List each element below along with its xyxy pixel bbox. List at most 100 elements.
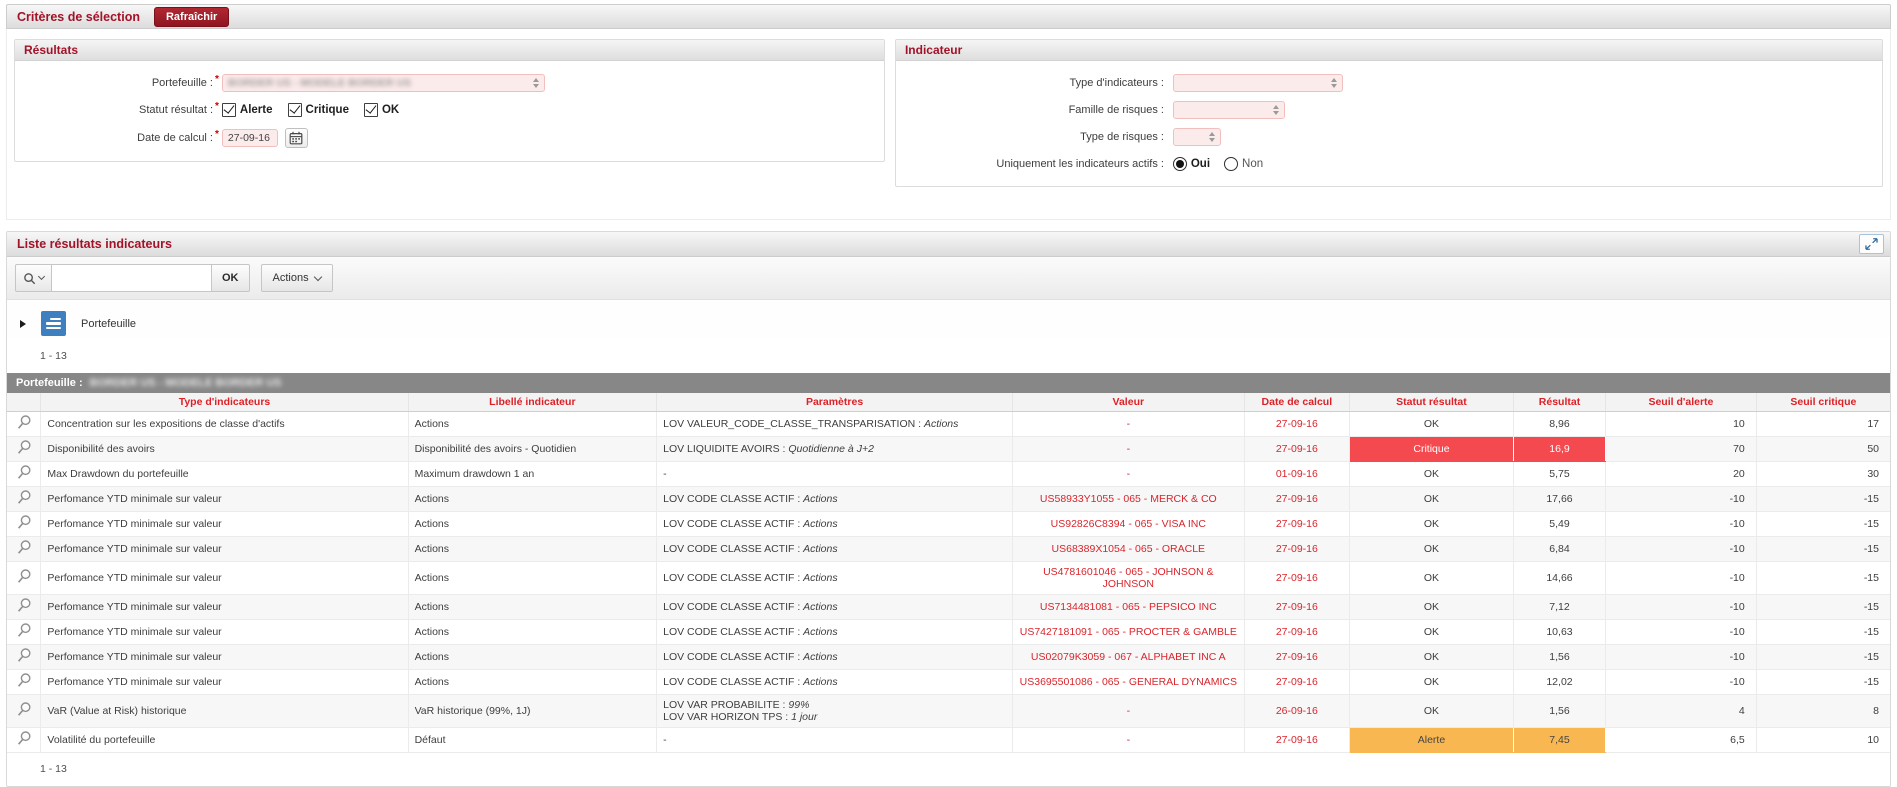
row-search-icon[interactable]	[16, 465, 32, 484]
search-input[interactable]	[52, 264, 212, 292]
cell-indicator-label: Actions	[408, 619, 658, 645]
cell-value: US02079K3059 - 067 - ALPHABET INC A	[1012, 644, 1245, 670]
active-radio-label: Non	[1242, 158, 1264, 170]
refresh-button[interactable]: Rafraîchir	[153, 6, 230, 27]
column-header: Seuil d'alerte	[1605, 393, 1757, 412]
cell-result: 1,56	[1513, 644, 1607, 670]
expand-node-arrow-icon[interactable]	[20, 319, 26, 328]
cell-result: 7,12	[1513, 594, 1607, 620]
row-search-icon[interactable]	[16, 540, 32, 559]
table-row: Perfomance YTD minimale sur valeur Action…	[7, 486, 1890, 512]
row-search-icon[interactable]	[16, 515, 32, 534]
results-list-region: Liste résultats indicateurs OK Actions	[6, 231, 1891, 787]
row-search-icon[interactable]	[16, 415, 32, 434]
table-body: Concentration sur les expositions de cla…	[7, 411, 1890, 753]
control-break-icon[interactable]	[41, 311, 66, 336]
row-search-icon[interactable]	[16, 569, 32, 588]
cell-critical-threshold: -15	[1756, 594, 1890, 620]
cell-calc-date: 27-09-16	[1244, 486, 1351, 512]
chevron-down-icon	[313, 272, 322, 281]
calc-date-label: Date de calcul :	[137, 132, 213, 144]
cell-indicator-label: Actions	[408, 511, 658, 537]
parameter-line: LOV CODE CLASSE ACTIF : Actions	[663, 493, 838, 505]
cell-indicator-type: Disponibilité des avoirs	[40, 436, 409, 462]
risk-type-select[interactable]	[1172, 128, 1221, 146]
table-row: Perfomance YTD minimale sur valeur Action…	[7, 644, 1890, 670]
row-search-icon[interactable]	[16, 623, 32, 642]
row-detail-cell	[7, 644, 42, 670]
cell-value: -	[1012, 436, 1245, 462]
row-detail-cell	[7, 486, 42, 512]
actions-menu-button[interactable]: Actions	[260, 264, 333, 292]
row-search-icon[interactable]	[16, 702, 32, 721]
cell-critical-threshold: -15	[1756, 561, 1890, 595]
cell-parameters: LOV CODE CLASSE ACTIF : Actions	[656, 644, 1014, 670]
indicator-type-select[interactable]	[1172, 74, 1343, 92]
cell-value: US4781601046 - 065 - JOHNSON & JOHNSON	[1012, 561, 1245, 595]
table-row: Perfomance YTD minimale sur valeur Action…	[7, 619, 1890, 645]
risk-family-label: Famille de risques :	[1068, 104, 1164, 116]
maximize-region-button[interactable]	[1859, 234, 1884, 254]
cell-value: US7134481081 - 065 - PEPSICO INC	[1012, 594, 1245, 620]
cell-calc-date: 27-09-16	[1244, 511, 1351, 537]
table-header-row: Type d'indicateurs Libellé indicateur Para…	[7, 393, 1890, 412]
status-checkbox-critique[interactable]	[287, 103, 302, 117]
control-break-area: Portefeuille	[7, 300, 1890, 338]
cell-result: 6,84	[1513, 536, 1607, 562]
cell-indicator-label: Actions	[408, 486, 658, 512]
cell-parameters: LOV CODE CLASSE ACTIF : Actions	[656, 669, 1014, 695]
cell-value: US3695501086 - 065 - GENERAL DYNAMICS	[1012, 669, 1245, 695]
cell-result: 5,49	[1513, 511, 1607, 537]
table-row: Volatilité du portefeuille Défaut - -27-09-…	[7, 727, 1890, 753]
calendar-icon	[290, 131, 303, 145]
search-options-button[interactable]	[15, 264, 52, 292]
cell-alert-threshold: -10	[1605, 619, 1757, 645]
cell-alert-threshold: -10	[1605, 669, 1757, 695]
cell-result-status: OK	[1349, 511, 1514, 537]
cell-calc-date: 27-09-16	[1244, 536, 1351, 562]
cell-result-status: OK	[1349, 644, 1514, 670]
active-radio-non[interactable]	[1224, 157, 1239, 171]
status-checkbox-ok[interactable]	[363, 103, 378, 117]
search-ok-button[interactable]: OK	[211, 264, 250, 292]
status-checkbox-alerte[interactable]	[221, 103, 236, 117]
cell-result-status: OK	[1349, 694, 1514, 728]
active-radio-oui[interactable]	[1172, 157, 1187, 171]
cell-critical-threshold: 10	[1756, 727, 1890, 753]
cell-result: 7,45	[1513, 727, 1607, 753]
row-search-icon[interactable]	[16, 648, 32, 667]
row-search-icon[interactable]	[16, 440, 32, 459]
row-search-icon[interactable]	[16, 731, 32, 750]
column-header: Valeur	[1012, 393, 1245, 412]
cell-result-status: OK	[1349, 669, 1514, 695]
cell-alert-threshold: 4	[1605, 694, 1757, 728]
cell-value: US92826C8394 - 065 - VISA INC	[1012, 511, 1245, 537]
column-header: Seuil critique	[1756, 393, 1890, 412]
cell-critical-threshold: -15	[1756, 644, 1890, 670]
row-search-icon[interactable]	[16, 673, 32, 692]
cell-indicator-type: Perfomance YTD minimale sur valeur	[40, 561, 409, 595]
parameter-line: LOV CODE CLASSE ACTIF : Actions	[663, 543, 838, 555]
cell-result-status: OK	[1349, 594, 1514, 620]
cell-result-status: Critique	[1349, 436, 1514, 462]
row-detail-cell	[7, 727, 42, 753]
row-detail-cell	[7, 461, 42, 487]
cell-indicator-type: Perfomance YTD minimale sur valeur	[40, 669, 409, 695]
table-row: Perfomance YTD minimale sur valeur Action…	[7, 669, 1890, 695]
risk-family-select[interactable]	[1172, 101, 1285, 119]
cell-calc-date: 27-09-16	[1244, 644, 1351, 670]
cell-parameters: LOV CODE CLASSE ACTIF : Actions	[656, 561, 1014, 595]
cell-critical-threshold: -15	[1756, 511, 1890, 537]
row-search-icon[interactable]	[16, 598, 32, 617]
required-marker: *	[215, 129, 219, 140]
portfolio-select[interactable]: BORDER US - MODELE BORDER US	[221, 74, 545, 92]
parameter-line: LOV VALEUR_CODE_CLASSE_TRANSPARISATION :…	[663, 418, 959, 430]
cell-parameters: LOV CODE CLASSE ACTIF : Actions	[656, 511, 1014, 537]
calc-date-input[interactable]	[221, 129, 278, 147]
group-header-value: BORDER US - MODELE BORDER US	[89, 377, 282, 389]
calendar-button[interactable]	[284, 128, 308, 148]
cell-indicator-type: Perfomance YTD minimale sur valeur	[40, 511, 409, 537]
row-search-icon[interactable]	[16, 490, 32, 509]
table-row: Perfomance YTD minimale sur valeur Action…	[7, 561, 1890, 595]
cell-value: -	[1012, 694, 1245, 728]
